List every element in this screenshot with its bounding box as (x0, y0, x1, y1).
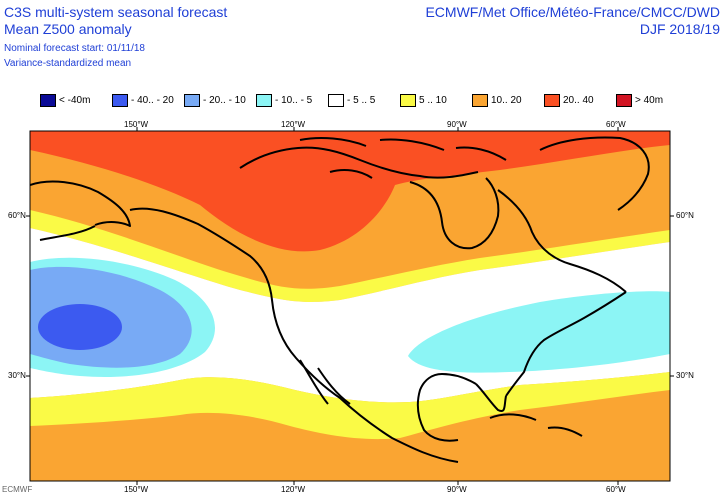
legend-swatch (472, 94, 488, 107)
lon-tick-90w-top: 90°W (447, 120, 467, 129)
lat-tick-30n-left: 30°N (8, 371, 26, 380)
lon-tick-60w-bottom: 60°W (606, 485, 626, 494)
legend-swatch (256, 94, 272, 107)
coastlines (30, 136, 650, 463)
lon-tick-90w-bottom: 90°W (447, 485, 467, 494)
lat-tick-60n-right: 60°N (676, 211, 694, 220)
lat-tick-30n-right: 30°N (676, 371, 694, 380)
coastline-baja (299, 359, 351, 405)
legend-swatch (544, 94, 560, 107)
legend-label: 5 .. 10 (419, 95, 447, 106)
coastline-labrador (497, 189, 627, 293)
title-line-3: Nominal forecast start: 01/11/18 (4, 43, 145, 54)
legend-label: > 40m (635, 95, 664, 106)
legend-label: < -40m (59, 95, 91, 106)
lon-tick-150w-top: 150°W (124, 120, 149, 129)
anomaly-light-blue-east (408, 291, 670, 373)
season-label: DJF 2018/19 (639, 21, 720, 37)
graticule-ticks (26, 127, 674, 485)
lat-tick-60n-left: 60°N (8, 211, 26, 220)
coastline-arctic (239, 146, 479, 179)
footer-logo: ECMWF (2, 485, 33, 494)
legend-label: - 5 .. 5 (347, 95, 376, 106)
coastline-greenland (539, 136, 650, 211)
legend-swatch (328, 94, 344, 107)
band-red-north (30, 131, 670, 252)
coastline-pacific (129, 207, 459, 463)
lon-tick-120w-bottom: 120°W (281, 485, 306, 494)
legend-label: - 20.. - 10 (203, 95, 246, 106)
legend-label: 10.. 20 (491, 95, 522, 106)
title-line-4: Variance-standardized mean (4, 58, 132, 69)
title-line-2: Mean Z500 anomaly (4, 21, 132, 37)
coastline-florida (475, 383, 507, 412)
legend-label: 20.. 40 (563, 95, 594, 106)
coastline-canadian-islands (299, 137, 507, 179)
lon-tick-120w-top: 120°W (281, 120, 306, 129)
anomaly-dark-blue-west (38, 304, 122, 350)
lon-tick-150w-bottom: 150°W (124, 485, 149, 494)
legend-swatch (400, 94, 416, 107)
legend-swatch (40, 94, 56, 107)
band-yellow-north (30, 210, 670, 302)
coastline-caribbean (489, 413, 583, 437)
lon-tick-60w-top: 60°W (606, 120, 626, 129)
coastline-east (505, 291, 627, 397)
coastline-gulf (416, 373, 477, 442)
legend-label: - 10.. - 5 (275, 95, 313, 106)
coastline-alaska (30, 180, 131, 227)
title-line-1: C3S multi-system seasonal forecast (4, 4, 228, 20)
coastline-aleutians (39, 225, 96, 241)
legend-swatch (184, 94, 200, 107)
legend-swatch (616, 94, 632, 107)
legend-swatch (112, 94, 128, 107)
legend-label: - 40.. - 20 (131, 95, 174, 106)
map-frame (29, 130, 671, 482)
centres-label: ECMWF/Met Office/Météo-France/CMCC/DWD (425, 4, 720, 20)
coastline-hudson-bay (409, 177, 500, 250)
